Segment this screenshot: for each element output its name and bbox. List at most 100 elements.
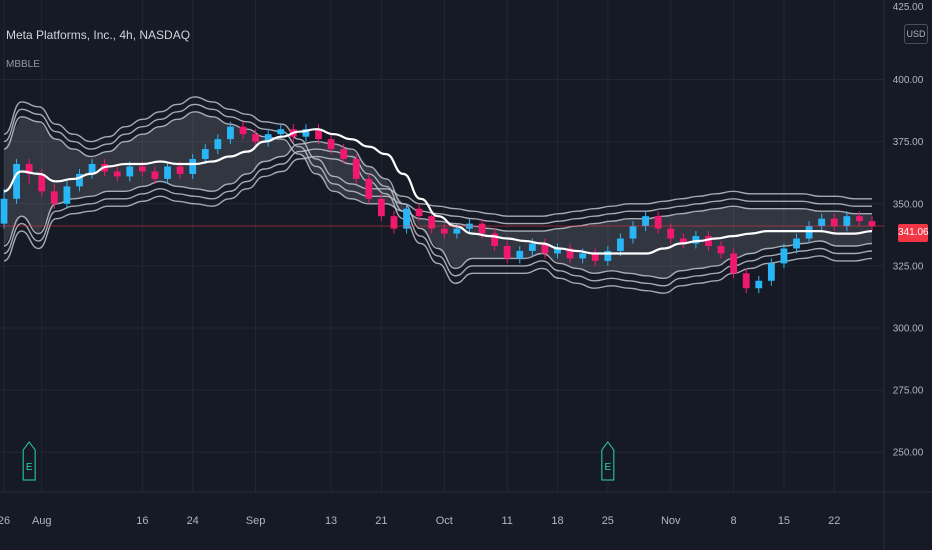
- y-tick-label-top: 425.00: [893, 2, 924, 13]
- candle-body: [201, 149, 209, 160]
- candle-body: [642, 216, 649, 227]
- mid-band-line: [3, 128, 873, 255]
- candle-body: [340, 149, 348, 160]
- candle-body: [113, 171, 121, 177]
- candle-body: [176, 166, 184, 174]
- lower-band-line-3: [3, 155, 873, 294]
- candle-body: [0, 198, 8, 224]
- candle-body: [554, 248, 561, 254]
- x-tick-label: 16: [136, 515, 148, 527]
- x-tick-label: 8: [731, 515, 737, 527]
- x-tick-label: 26: [0, 515, 10, 527]
- candle-body: [264, 134, 272, 142]
- candle-body: [830, 218, 838, 227]
- candle-body: [13, 164, 20, 199]
- upper-band-line-2: [3, 103, 872, 225]
- last-price-tag: 341.06: [898, 224, 929, 242]
- candle-body: [780, 248, 788, 264]
- candle-body: [189, 159, 197, 174]
- candle-body: [252, 134, 260, 142]
- candle-body: [63, 186, 71, 204]
- earnings-marker-label: E: [26, 462, 33, 473]
- candle-body: [604, 250, 612, 261]
- candle-body: [818, 218, 826, 227]
- candle-body: [390, 216, 398, 229]
- candle-body: [227, 126, 234, 140]
- candle-body: [692, 236, 700, 244]
- x-tick-label: Aug: [32, 515, 52, 527]
- candle-body: [453, 228, 461, 234]
- x-tick-label: 15: [778, 515, 790, 527]
- candle-body: [616, 238, 624, 251]
- candle-body: [403, 208, 410, 229]
- x-tick-label: Sep: [246, 515, 266, 527]
- candle-body: [579, 253, 587, 259]
- upper-band-line-1: [3, 111, 872, 232]
- candle-body: [214, 139, 222, 150]
- x-tick-label: 25: [602, 515, 614, 527]
- band-fill: [4, 111, 872, 279]
- candle-body: [654, 216, 662, 229]
- upper-band-line-3: [3, 96, 872, 217]
- indicator-label[interactable]: MBBLE: [6, 59, 40, 70]
- candle-body: [365, 178, 373, 199]
- currency-badge[interactable]: USD: [904, 24, 928, 44]
- candle-body: [516, 250, 524, 259]
- candle-body: [705, 236, 712, 246]
- earnings-marker[interactable]: E: [22, 441, 36, 481]
- candle-body: [717, 246, 725, 254]
- x-tick-label: 21: [375, 515, 387, 527]
- candle-body: [352, 159, 360, 179]
- candle-body: [239, 126, 247, 135]
- y-tick-label: 275.00: [893, 386, 924, 397]
- x-tick-label: 11: [501, 515, 512, 527]
- candle-body: [868, 221, 876, 227]
- candle-body: [88, 164, 96, 174]
- candle-body: [315, 129, 322, 140]
- y-tick-label: 325.00: [893, 261, 924, 272]
- candle-body: [541, 243, 549, 254]
- lower-band-line-1: [3, 140, 873, 280]
- candle-body: [428, 216, 436, 229]
- candle-body: [327, 139, 335, 150]
- candle-body: [491, 233, 499, 246]
- y-tick-label: 300.00: [893, 324, 924, 335]
- candle-body: [843, 216, 851, 227]
- x-tick-label: 13: [325, 515, 337, 527]
- candle-body: [151, 171, 159, 179]
- candle-body: [667, 228, 675, 239]
- candle-body: [478, 223, 486, 234]
- candle-body: [856, 216, 863, 222]
- candle-body: [755, 280, 763, 289]
- candle-body: [25, 164, 33, 174]
- candle-body: [138, 166, 146, 172]
- candle-body: [566, 248, 574, 259]
- chart-title: Meta Platforms, Inc., 4h, NASDAQ: [6, 28, 191, 42]
- x-tick-label: 22: [828, 515, 840, 527]
- candle-body: [277, 129, 285, 135]
- candle-body: [50, 191, 58, 204]
- candle-body: [679, 238, 687, 244]
- candle-body: [126, 166, 134, 177]
- candle-body: [629, 226, 637, 239]
- candle-body: [730, 253, 738, 274]
- lower-band-line-2: [3, 148, 873, 287]
- y-tick-label: 400.00: [893, 75, 924, 86]
- candle-body: [377, 198, 385, 217]
- candle-body: [591, 253, 599, 261]
- x-tick-label: Nov: [661, 515, 681, 527]
- candle-body: [164, 166, 171, 179]
- candle-body: [38, 173, 46, 192]
- candle-body: [76, 173, 83, 187]
- earnings-marker[interactable]: E: [601, 441, 615, 481]
- x-tick-label: 24: [187, 515, 199, 527]
- candle-body: [302, 129, 310, 137]
- candle-body: [440, 228, 448, 234]
- y-tick-label: 375.00: [893, 137, 924, 148]
- candle-body: [767, 263, 775, 281]
- x-tick-label: Oct: [436, 515, 453, 527]
- candle-body: [805, 226, 813, 239]
- earnings-marker-label: E: [604, 462, 611, 473]
